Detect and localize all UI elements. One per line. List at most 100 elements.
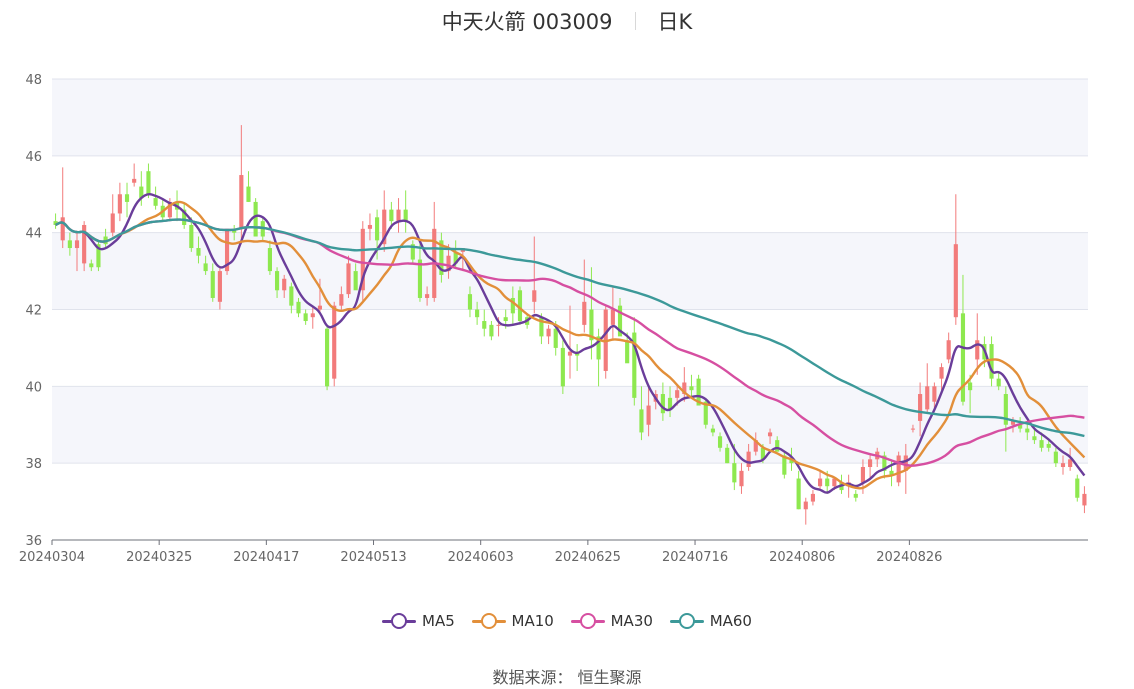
candle-body — [953, 244, 958, 318]
candle — [267, 240, 272, 275]
source-label: 数据来源： — [492, 668, 573, 687]
candle — [467, 286, 473, 318]
candle-body — [703, 401, 708, 425]
candle-body — [410, 244, 415, 260]
candle-body — [889, 470, 894, 475]
legend-label: MA10 — [511, 612, 554, 630]
candle-body — [639, 409, 644, 433]
candle-body — [339, 294, 344, 306]
candle — [596, 328, 601, 387]
candle — [210, 263, 215, 302]
candle-body — [296, 301, 301, 314]
candle-body — [496, 324, 501, 326]
candle-body — [610, 309, 615, 325]
candle-body — [439, 240, 444, 275]
candle-body — [396, 209, 401, 222]
candle-body — [217, 271, 222, 302]
candle — [89, 259, 94, 272]
candle-body — [553, 328, 558, 348]
candle-body — [503, 317, 508, 322]
x-tick-label: 20240325 — [126, 550, 192, 565]
legend-label: MA60 — [709, 612, 752, 630]
grid-band — [52, 232, 1088, 310]
candle — [939, 363, 944, 391]
candle-body — [332, 305, 337, 379]
candle — [746, 443, 751, 471]
candle-body — [132, 178, 137, 183]
candle — [432, 201, 437, 302]
ma-line-ma5 — [55, 192, 1086, 494]
candle-body — [560, 347, 565, 387]
period-label[interactable]: 日K — [657, 10, 693, 34]
legend: MA5 MA10 MA30 MA60 — [0, 612, 1134, 634]
legend-item-ma60[interactable]: MA60 — [669, 612, 752, 630]
candle — [1068, 447, 1073, 471]
candle-body — [253, 201, 258, 237]
candle — [425, 286, 430, 306]
candle-body — [1032, 436, 1037, 441]
candle-body — [446, 255, 451, 272]
x-tick-label: 20240806 — [769, 550, 835, 565]
candle-body — [353, 271, 358, 291]
candle-body — [946, 340, 951, 360]
candle — [682, 367, 687, 402]
y-tick-label: 36 — [25, 534, 42, 549]
candle — [82, 221, 87, 272]
candle-body — [310, 313, 315, 318]
candle-body — [389, 209, 394, 222]
candle — [389, 201, 394, 229]
candle-body — [60, 217, 65, 241]
legend-item-ma5[interactable]: MA5 — [382, 612, 455, 630]
legend-marker-icon — [471, 612, 506, 630]
x-tick-label: 20240826 — [876, 550, 942, 565]
legend-item-ma30[interactable]: MA30 — [570, 612, 653, 630]
candle-body — [289, 286, 294, 306]
candle — [310, 305, 315, 329]
candle-body — [1025, 428, 1030, 433]
candle — [660, 382, 665, 421]
candle — [589, 267, 594, 360]
candle — [896, 451, 901, 487]
candle-body — [224, 228, 230, 272]
candle-body — [267, 248, 272, 272]
candle — [346, 255, 351, 298]
candle-body — [896, 455, 901, 483]
candle — [1060, 455, 1066, 475]
candle — [96, 240, 101, 272]
candle — [960, 274, 966, 406]
candle — [646, 386, 651, 437]
chart-title-row: 中天火箭 003009 日K — [0, 6, 1134, 36]
candle-body — [660, 394, 665, 414]
y-tick-label: 38 — [25, 457, 42, 472]
candle — [1032, 428, 1037, 444]
candle-body — [732, 463, 737, 483]
candle — [803, 497, 808, 525]
candle-body — [196, 248, 201, 256]
candle — [325, 324, 330, 391]
candle-body — [632, 332, 637, 398]
candle — [710, 424, 715, 437]
candle — [189, 217, 194, 252]
candle-body — [189, 224, 194, 249]
candle — [489, 321, 494, 341]
candle — [582, 259, 587, 333]
candle-body — [425, 294, 430, 298]
candle-body — [817, 478, 823, 487]
candle-body — [517, 290, 523, 322]
candle-body — [467, 294, 473, 310]
candle — [910, 424, 916, 433]
legend-item-ma10[interactable]: MA10 — [471, 612, 554, 630]
y-axis: 36 38 40 42 44 46 48 — [25, 73, 42, 549]
candle — [918, 382, 923, 437]
candle — [396, 198, 401, 233]
candle-body — [274, 271, 280, 291]
candle-body — [918, 394, 923, 421]
candle — [817, 470, 823, 491]
candle — [296, 297, 301, 318]
candle-body — [717, 436, 723, 448]
candle-body — [117, 194, 122, 214]
candle-body — [803, 501, 808, 510]
candle-body — [960, 313, 966, 402]
candle — [246, 171, 251, 202]
